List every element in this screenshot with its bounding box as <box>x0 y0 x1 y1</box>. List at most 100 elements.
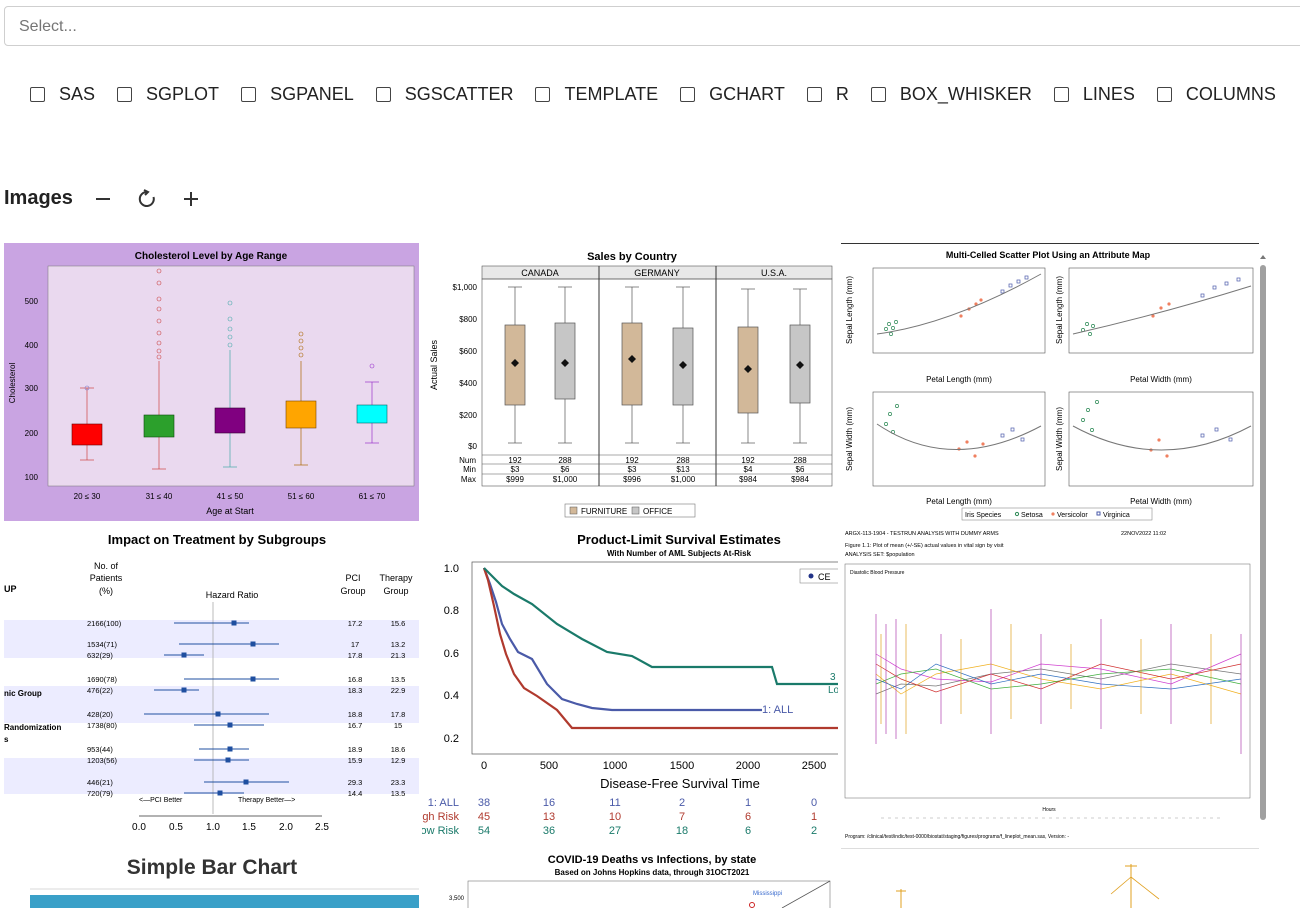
row-group-label: s <box>4 735 9 744</box>
x-axis-label: Age at Start <box>206 506 254 516</box>
filter-box-whisker[interactable]: BOX_WHISKER <box>870 84 1032 105</box>
checkbox-icon[interactable] <box>680 87 696 102</box>
report-date: 22NOV2022 11:02 <box>1121 531 1166 537</box>
image-select-dropdown[interactable] <box>4 6 1300 46</box>
thumbnail-scatter[interactable]: Multi-Celled Scatter Plot Using an Attri… <box>841 243 1259 521</box>
thumbnail-cholesterol[interactable]: Cholesterol Level by Age Range Cholester… <box>4 243 419 521</box>
column-header: Patients <box>90 573 123 583</box>
scroll-up-icon[interactable] <box>1260 255 1266 259</box>
stat-cell: $984 <box>739 475 757 484</box>
filter-label: LINES <box>1082 84 1135 104</box>
thumbnail-bar-chart[interactable]: Simple Bar Chart <box>4 843 419 908</box>
filter-columns[interactable]: COLUMNS <box>1156 84 1276 105</box>
x-tick-label: 0.0 <box>132 822 146 833</box>
filter-r[interactable]: R <box>806 84 849 105</box>
checkbox-icon[interactable] <box>535 87 551 102</box>
y-tick-label: 300 <box>25 384 39 393</box>
thumbnail-forest[interactable]: Impact on Treatment by Subgroups No. of … <box>4 524 419 840</box>
x-axis-label: Petal Length (mm) <box>926 497 992 506</box>
panel-label: U.S.A. <box>761 268 787 278</box>
patients-cell: 476(22) <box>87 686 113 695</box>
program-path: Program: /clinical/test/indic/test-0000/… <box>845 834 1069 840</box>
filter-sgplot[interactable]: SGPLOT <box>117 84 219 105</box>
column-header: Hazard Ratio <box>206 590 259 600</box>
x-tick-label: 1.5 <box>242 822 256 833</box>
scrollbar-thumb[interactable] <box>1260 265 1266 820</box>
filter-label: COLUMNS <box>1185 84 1276 104</box>
y-tick-label: 500 <box>25 297 39 306</box>
checkbox-icon[interactable] <box>30 87 45 102</box>
thumbnail-sales[interactable]: Sales by Country CANADA GERMANY U.S.A. A… <box>422 243 838 521</box>
image-gallery: Cholesterol Level by Age Range Cholester… <box>0 243 1300 908</box>
thumbnail-survival[interactable]: Product-Limit Survival Estimates With Nu… <box>422 524 838 840</box>
filter-label: SAS <box>59 84 96 104</box>
therapy-cell: 12.9 <box>391 756 406 765</box>
stat-cell: 288 <box>793 456 807 465</box>
therapy-cell: 13.5 <box>391 675 406 684</box>
stat-row-label: Num <box>459 456 476 465</box>
pci-cell: 18.8 <box>348 710 363 719</box>
y-axis-label: Sepal Length (mm) <box>845 276 854 344</box>
filter-label: GCHART <box>709 84 785 104</box>
risk-cell: 6 <box>745 825 751 837</box>
checkbox-icon[interactable] <box>1053 87 1069 102</box>
y-tick-label: $600 <box>459 347 477 356</box>
filter-label: TEMPLATE <box>564 84 659 104</box>
reset-zoom-button[interactable] <box>137 188 157 209</box>
therapy-cell: 18.6 <box>391 745 406 754</box>
filter-sgscatter[interactable]: SGSCATTER <box>375 84 513 105</box>
zoom-out-button[interactable] <box>93 189 113 209</box>
hazard-marker <box>181 687 187 693</box>
filter-checkbox-group: SAS SGPLOT SGPANEL SGSCATTER TEMPLATE GC… <box>30 84 1298 105</box>
patients-cell: 428(20) <box>87 710 113 719</box>
y-tick-label: $800 <box>459 315 477 324</box>
checkbox-icon[interactable] <box>870 87 886 102</box>
checkbox-icon[interactable] <box>806 87 822 102</box>
chart-subtitle: Based on Johns Hopkins data, through 31O… <box>555 868 750 877</box>
stat-cell: $1,000 <box>553 475 578 484</box>
checkbox-icon[interactable] <box>241 87 257 102</box>
y-axis-label: Sepal Width (mm) <box>1055 407 1064 471</box>
x-tick-label: 31 ≤ 40 <box>146 492 173 501</box>
thumbnail-covid[interactable]: COVID-19 Deaths vs Infections, by state … <box>422 843 838 908</box>
scatter-points <box>884 275 1241 458</box>
gallery-scrollbar[interactable] <box>1258 251 1268 908</box>
image-select-input[interactable] <box>17 17 621 37</box>
y-axis-label: Actual Sales <box>429 339 439 390</box>
thumbnail-vitals[interactable]: ARGX-113-1904 - TESTRUN ANALYSIS WITH DU… <box>841 524 1259 840</box>
checkbox-icon[interactable] <box>375 87 391 102</box>
zoom-in-button[interactable] <box>181 189 201 209</box>
survival-curve-all <box>482 567 762 712</box>
column-header: PCI <box>345 573 360 583</box>
x-axis-label: Petal Width (mm) <box>1130 497 1192 506</box>
stat-cell: 192 <box>625 456 639 465</box>
legend-label: OFFICE <box>643 507 672 516</box>
figure-caption: Figure 1.1: Plot of mean (+/-SE) actual … <box>845 543 1004 549</box>
pci-cell: 17.2 <box>348 619 363 628</box>
filter-sgpanel[interactable]: SGPANEL <box>241 84 354 105</box>
risk-cell: 13 <box>543 811 555 823</box>
legend-label: CE <box>818 572 831 582</box>
pci-cell: 17.8 <box>348 651 363 660</box>
column-header: Therapy <box>379 573 413 583</box>
hazard-marker <box>231 620 237 626</box>
pci-cell: 18.9 <box>348 745 363 754</box>
column-header: Group <box>340 586 365 596</box>
survival-curve-high <box>482 567 838 730</box>
filter-gchart[interactable]: GCHART <box>680 84 785 105</box>
checkbox-icon[interactable] <box>1156 87 1172 102</box>
risk-cell: 6 <box>745 811 751 823</box>
filter-lines[interactable]: LINES <box>1053 84 1135 105</box>
thumbnail-partial[interactable] <box>841 848 1259 908</box>
filter-template[interactable]: TEMPLATE <box>535 84 658 105</box>
bar-mark <box>30 895 419 908</box>
filter-sas[interactable]: SAS <box>30 84 95 105</box>
images-title: Images <box>4 187 73 209</box>
checkbox-icon[interactable] <box>117 87 133 102</box>
risk-row-label: ow Risk <box>422 825 459 837</box>
risk-cell: 1 <box>811 811 817 823</box>
risk-row-label: 1: ALL <box>428 797 459 809</box>
risk-cell: 54 <box>478 825 490 837</box>
risk-cell: 7 <box>679 811 685 823</box>
x-tick-label: 51 ≤ 60 <box>288 492 315 501</box>
